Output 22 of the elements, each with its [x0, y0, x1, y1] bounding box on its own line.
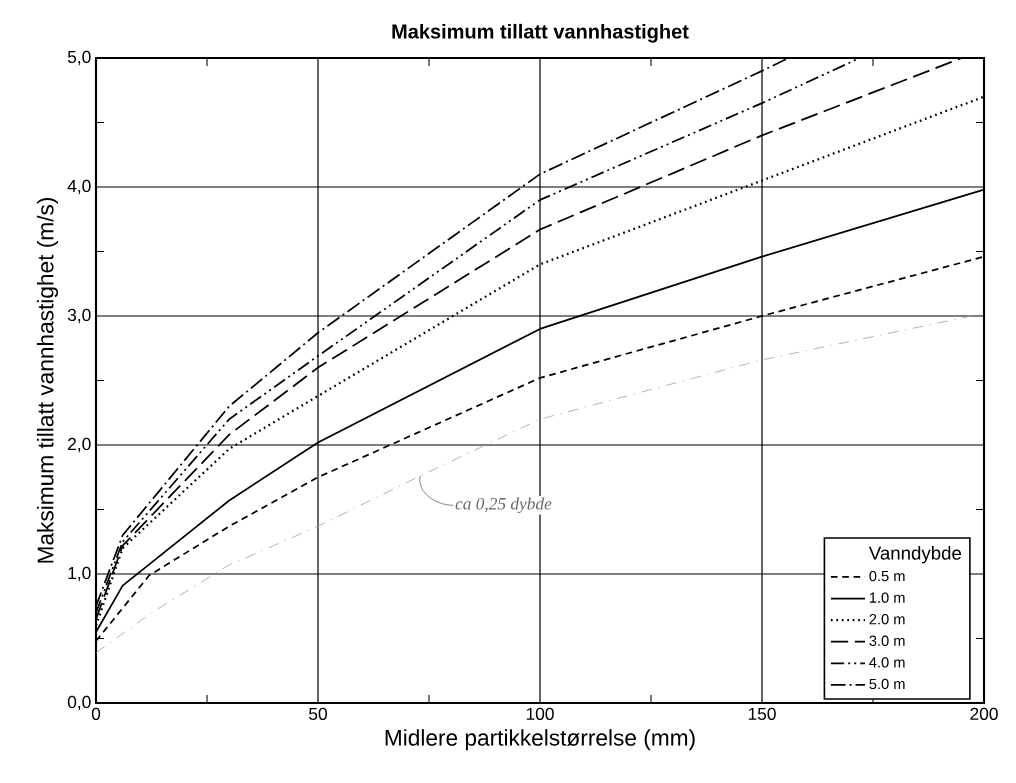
- legend-label: 5.0 m: [869, 678, 905, 690]
- y-axis-title: Maksimum tillatt vannhastighet (m/s): [36, 198, 59, 563]
- y-tick-label: 3,0: [67, 308, 91, 324]
- x-tick-label: 200: [970, 707, 998, 720]
- y-tick-label: 1,0: [68, 566, 91, 582]
- legend-title: Vanndybde: [868, 546, 962, 564]
- legend-label: 1.0 m: [869, 592, 905, 603]
- chart-title: Maksimum tillatt vannhastighet: [392, 23, 689, 43]
- y-tick-label: 5,0: [67, 50, 91, 66]
- x-tick-label: 0: [91, 707, 101, 720]
- x-axis-title: Midlere partikkelstørrelse (mm): [385, 729, 695, 751]
- x-tick-label: 100: [526, 707, 554, 720]
- legend-label: 3.0 m: [869, 635, 905, 646]
- x-tick-label: 50: [309, 707, 327, 720]
- x-tick-label: 150: [748, 707, 776, 720]
- y-tick-label: 0,0: [67, 695, 91, 711]
- legend-label: 0.5 m: [869, 570, 905, 582]
- y-tick-label: 4,0: [67, 179, 91, 195]
- legend-label: 2.0 m: [869, 614, 905, 625]
- legend-label: 4.0 m: [869, 657, 905, 668]
- annotation: ca 0,25 dybde: [455, 497, 552, 514]
- y-tick-label: 2,0: [68, 437, 91, 453]
